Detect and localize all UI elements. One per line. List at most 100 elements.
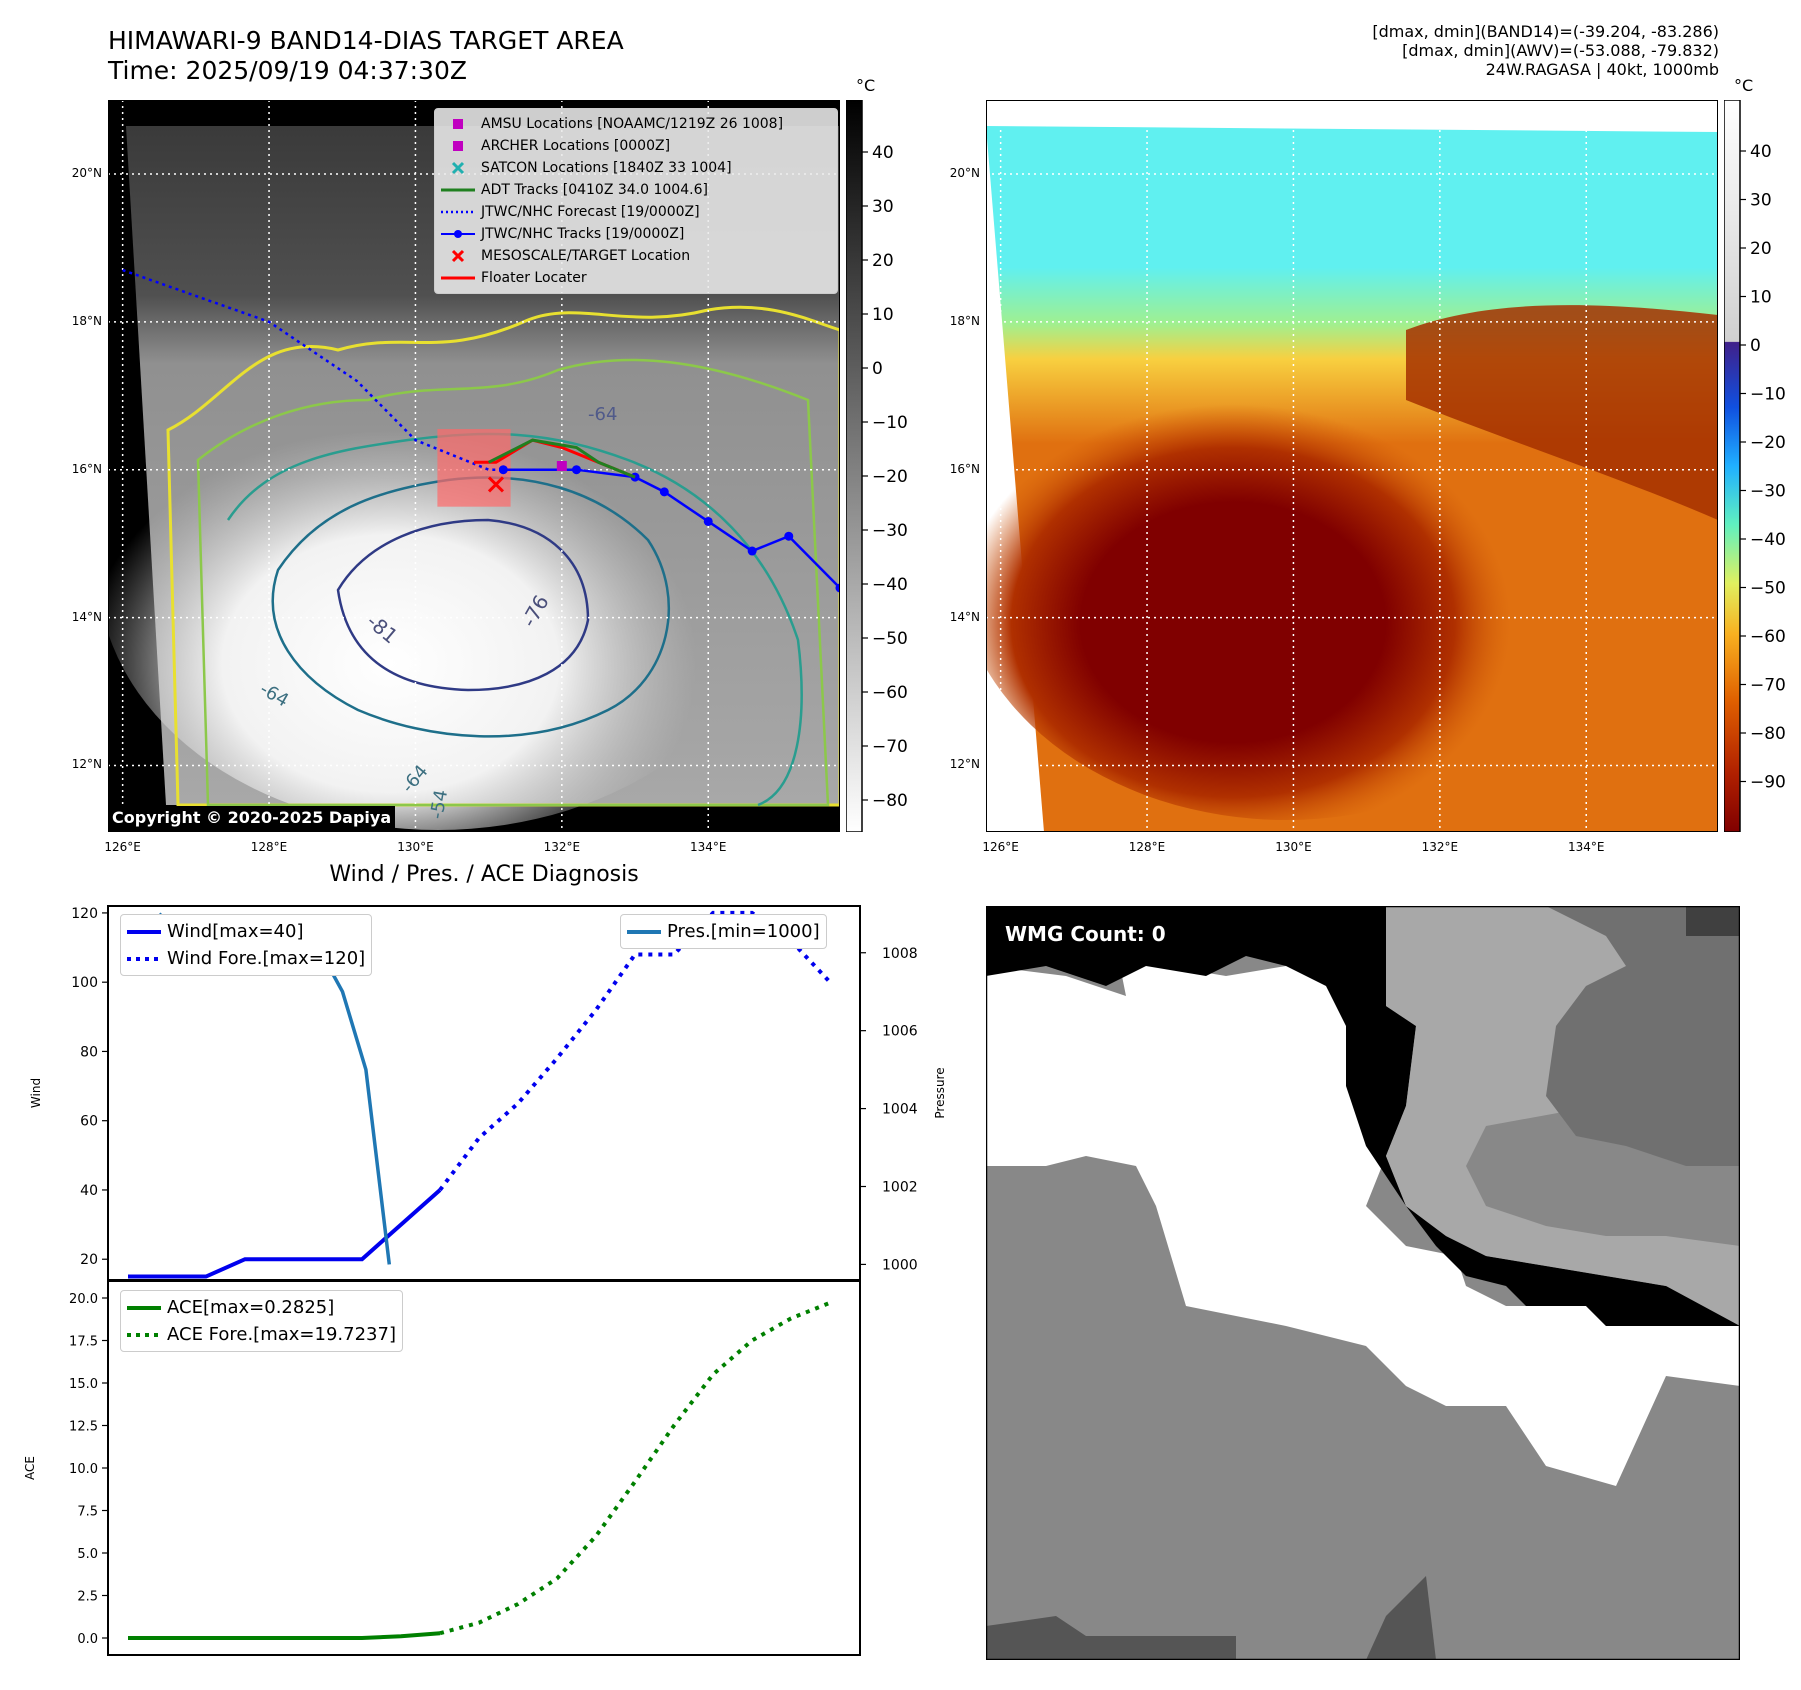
amsu-marker — [556, 461, 567, 471]
legend-x — [451, 161, 465, 175]
left-lon-label: 134°E — [689, 840, 727, 854]
contour-blue — [271, 476, 670, 738]
map-legend-item: SATCON Locations [1840Z 33 1004] — [441, 157, 831, 179]
left-colorbar: 40 30 20 10 0 −10 −20 −30 −40 −50 −60 −70 −80 — [846, 100, 908, 832]
wind-line — [128, 1188, 442, 1279]
legend-symbol — [441, 183, 475, 197]
contour-label: -54 — [426, 788, 452, 821]
jtwc-track-point — [571, 465, 581, 475]
wind-axis-label: Wind — [29, 1078, 43, 1108]
contour-teal — [226, 432, 803, 807]
wind-legend: Wind[max=40] Wind Fore.[max=120] — [120, 914, 373, 976]
left-lat-label: 20°N — [71, 165, 102, 180]
copyright-label: Copyright © 2020-2025 Dapiya — [108, 806, 396, 829]
wind-ytick-label: 60 — [80, 1114, 98, 1130]
map-legend-item: ARCHER Locations [0000Z] — [441, 135, 831, 157]
contour-navy — [336, 518, 590, 692]
wmg-black-region — [986, 906, 1740, 1326]
map-legend-label: ARCHER Locations [0000Z] — [481, 138, 671, 154]
legend-symbol — [441, 249, 475, 263]
map-legend-label: ADT Tracks [0410Z 34.0 1004.6] — [481, 182, 708, 198]
map-legend-label: Floater Locater — [481, 270, 587, 286]
colorbar-tick-label: 20 — [872, 251, 894, 271]
storm-tracks — [122, 268, 840, 593]
contour-yellow — [166, 305, 840, 807]
info-line2: [dmax, dmin](AWV)=(-53.088, -79.832) — [1402, 41, 1719, 60]
ace-axis-label: ACE — [23, 1456, 37, 1480]
right-colorbar: 40 30 20 10 0 −10 −20 −30 −40 −50 −60 −70 −80 −90 — [1724, 100, 1786, 832]
right-gridlines — [986, 100, 1718, 832]
right-lat-label: 14°N — [949, 609, 980, 624]
wmg-panel — [986, 906, 1740, 1660]
adt-track-line — [487, 438, 636, 479]
colorbar-tick-label: −10 — [872, 413, 908, 433]
right-lon-label: 130°E — [1275, 840, 1312, 854]
colorbar-tick-label: −80 — [1750, 724, 1786, 744]
target-marker — [487, 476, 505, 493]
wmg-count-label: WMG Count: 0 — [1005, 922, 1166, 946]
legend-swatch — [441, 230, 475, 238]
ace-ytick-label: 7.5 — [77, 1505, 98, 1520]
right-lon-label: 134°E — [1567, 840, 1605, 854]
colorbar-tick-label: −30 — [872, 521, 908, 541]
colorbar-tick-label: −40 — [1750, 530, 1786, 550]
right-lat-label: 16°N — [949, 461, 980, 476]
colorbar-tick-label: −20 — [1750, 433, 1786, 453]
wmg-bottom-dark2 — [1366, 1576, 1436, 1660]
jtwc-track-line — [503, 468, 840, 589]
map-legend: AMSU Locations [NOAAMC/1219Z 26 1008] ARC… — [434, 108, 838, 294]
colorbar-tick-label: −30 — [1750, 482, 1786, 502]
map-legend-item: AMSU Locations [NOAAMC/1219Z 26 1008] — [441, 113, 831, 135]
figure-title-line1: HIMAWARI-9 BAND14-DIAS TARGET AREA — [108, 26, 624, 55]
map-legend-label: AMSU Locations [NOAAMC/1219Z 26 1008] — [481, 116, 784, 132]
ace-ytick-label: 0.0 — [77, 1632, 98, 1647]
ace-ytick-label: 10.0 — [69, 1462, 98, 1477]
colorbar-tick-label: 30 — [872, 197, 894, 217]
awv-colorbar-gradient — [1724, 100, 1741, 832]
right-lon-label: 132°E — [1421, 840, 1459, 854]
left-lat-label: 12°N — [71, 757, 102, 772]
left-lat-label: 18°N — [71, 313, 102, 328]
pressure-ytick-label: 1008 — [882, 946, 918, 962]
legend-square — [453, 119, 463, 129]
ace-chart: 0.0 2.5 5.0 7.5 10.0 12.5 15.0 17.5 20.0 ACE — [23, 1280, 861, 1656]
colorbar-tick-label: 40 — [872, 143, 894, 163]
colorbar-tick-label: 30 — [1750, 191, 1772, 211]
ace-fore-legend-label: ACE Fore.[max=19.7237] — [167, 1324, 396, 1345]
left-lon-label: 130°E — [397, 840, 434, 854]
map-legend-item: MESOSCALE/TARGET Location — [441, 245, 831, 267]
jtwc-track-point — [659, 487, 669, 497]
right-lat-label: 12°N — [949, 757, 980, 772]
map-legend-item: ADT Tracks [0410Z 34.0 1004.6] — [441, 179, 831, 201]
colorbar-tick-label: −10 — [1750, 385, 1786, 405]
colorbar-gradient — [846, 100, 863, 832]
legend-swatch — [441, 210, 475, 214]
map-legend-label: JTWC/NHC Forecast [19/0000Z] — [481, 204, 700, 220]
wmg-white-region — [986, 946, 1740, 1486]
ace-ytick-label: 2.5 — [77, 1590, 98, 1605]
ace-legend: ACE[max=0.2825] ACE Fore.[max=19.7237] — [120, 1290, 403, 1352]
wind-ytick-label: 80 — [80, 1044, 98, 1060]
legend-dot — [454, 230, 462, 238]
colorbar-tick-label: −70 — [1750, 676, 1786, 696]
pressure-legend-item: Pres.[min=1000] — [627, 918, 820, 945]
ace-forecast-line — [439, 1300, 831, 1636]
legend-symbol — [441, 139, 475, 153]
wmg-darkgrey-region — [1546, 906, 1740, 1166]
map-legend-label: SATCON Locations [1840Z 33 1004] — [481, 160, 732, 176]
colorbar-tick-label: 0 — [872, 359, 883, 379]
map-legend-item: JTWC/NHC Forecast [19/0000Z] — [441, 201, 831, 223]
left-lon-label: 132°E — [543, 840, 581, 854]
pressure-ytick-label: 1004 — [882, 1102, 918, 1118]
colorbar-tick-label: 10 — [1750, 288, 1772, 308]
ace-fore-legend-item: ACE Fore.[max=19.7237] — [127, 1321, 396, 1348]
right-lon-label: 126°E — [982, 840, 1019, 854]
ace-ytick-label: 12.5 — [69, 1420, 98, 1435]
storm-info: [dmax, dmin](BAND14)=(-39.204, -83.286) … — [1372, 22, 1719, 79]
ace-ytick-label: 17.5 — [69, 1335, 98, 1350]
map-legend-label: JTWC/NHC Tracks [19/0000Z] — [481, 226, 685, 242]
left-lon-label: 126°E — [104, 840, 141, 854]
wind-forecast-line — [438, 910, 832, 1192]
wind-ytick-label: 100 — [71, 975, 98, 991]
pressure-ytick-label: 1000 — [882, 1257, 918, 1273]
